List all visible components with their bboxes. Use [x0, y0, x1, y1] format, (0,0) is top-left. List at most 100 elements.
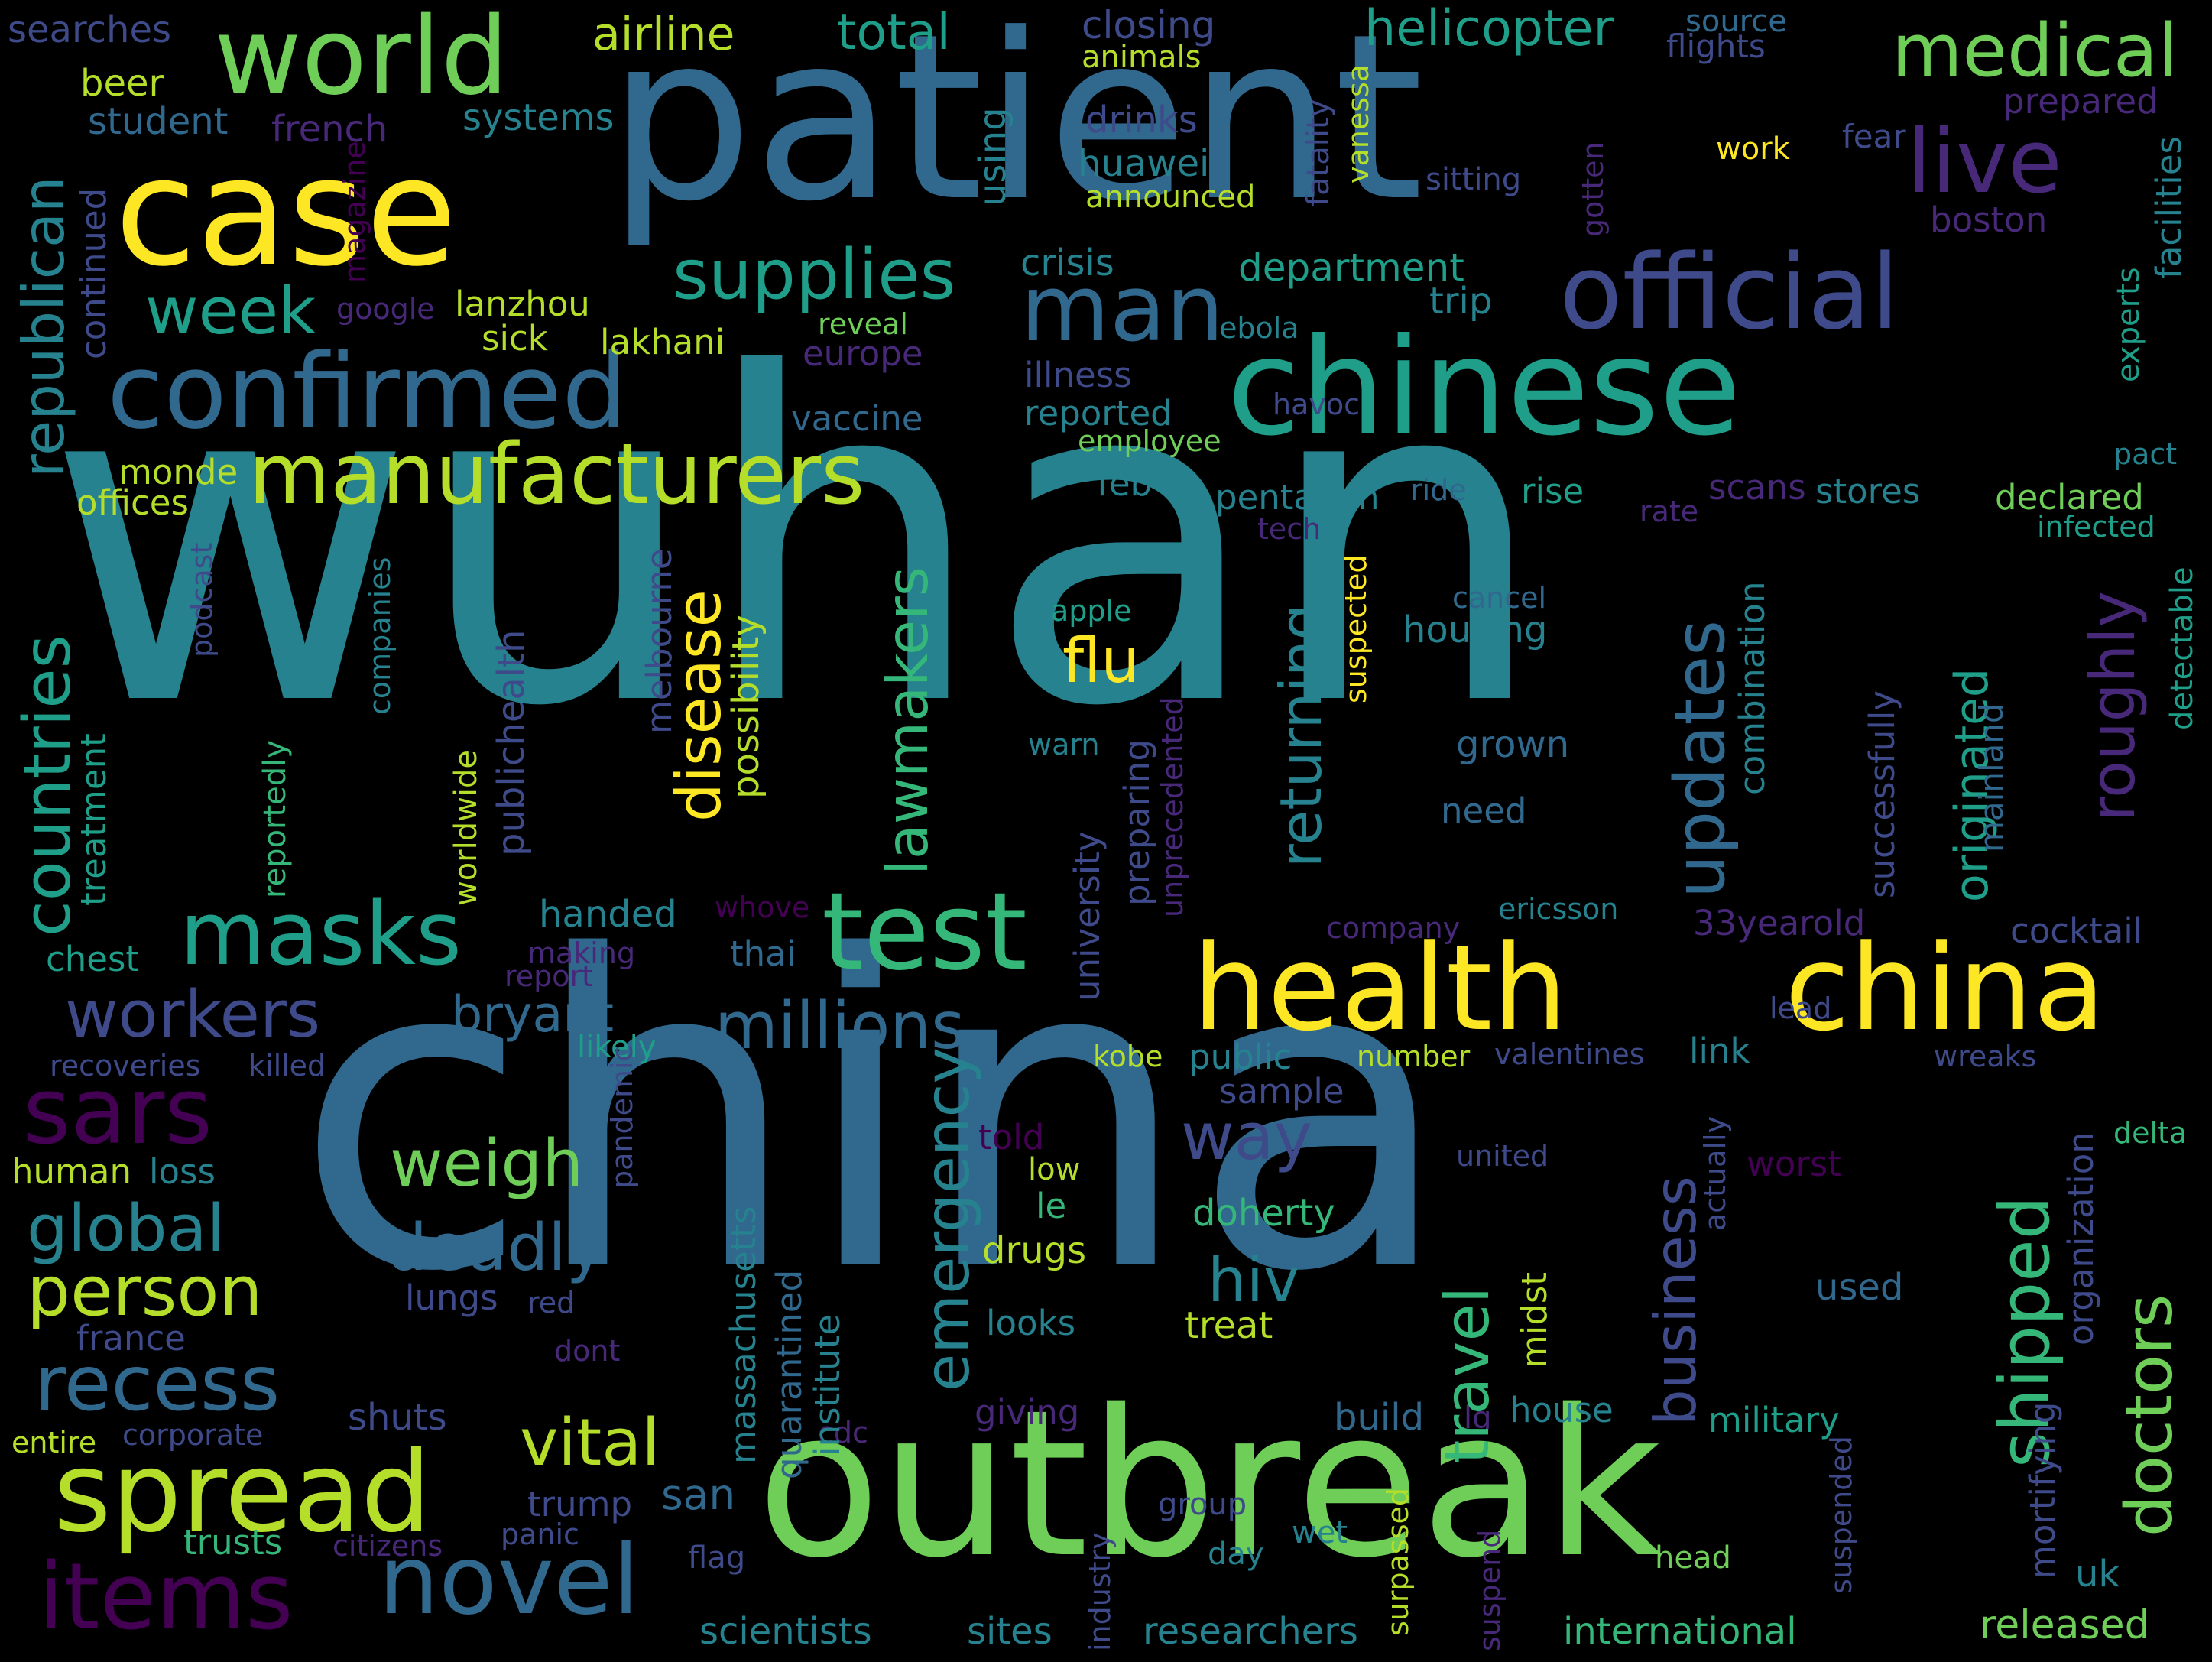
word-searches: searches: [8, 8, 171, 51]
word-announced: announced: [1085, 180, 1256, 215]
word-employee: employee: [1078, 424, 1221, 458]
word-build: build: [1334, 1396, 1425, 1439]
word-recess: recess: [34, 1339, 281, 1428]
word-thai: thai: [730, 933, 796, 974]
word-test: test: [822, 870, 1027, 995]
word-supplies: supplies: [673, 235, 956, 315]
word-delta: delta: [2113, 1116, 2188, 1150]
word-scientists: scientists: [699, 1610, 872, 1653]
word-cdc: cdc: [818, 1416, 868, 1449]
word-vaccine: vaccine: [791, 398, 923, 439]
word-ericsson: ericsson: [1498, 892, 1619, 926]
word-chest: chest: [46, 939, 140, 979]
word-fear: fear: [1842, 118, 1906, 155]
word-public: public: [1189, 1037, 1292, 1077]
word-lakhani: lakhani: [600, 322, 725, 362]
word-way: way: [1181, 1099, 1312, 1175]
word-entire: entire: [11, 1426, 97, 1459]
word-roughly: roughly: [2077, 591, 2149, 822]
word-millions: millions: [715, 988, 965, 1064]
word-continued: continued: [73, 187, 114, 359]
word-mortifying: mortifying: [2022, 1401, 2063, 1579]
word-stores: stores: [1815, 471, 1921, 511]
word-making: making: [527, 936, 636, 970]
word-prepared: prepared: [2003, 81, 2158, 122]
word-work: work: [1716, 131, 1790, 167]
word-workers: workers: [65, 977, 321, 1053]
word-huawei: huawei: [1078, 142, 1210, 185]
word-grown: grown: [1456, 723, 1570, 766]
word-whove: whove: [715, 891, 810, 924]
word-systems: systems: [462, 96, 615, 139]
word-worst: worst: [1747, 1144, 1841, 1184]
word-actually: actually: [1698, 1115, 1732, 1231]
word-killed: killed: [248, 1049, 326, 1083]
word-mainland: mainland: [1973, 703, 2010, 852]
word-spread: spread: [54, 1428, 432, 1557]
word-closing: closing: [1082, 3, 1216, 47]
word-told: told: [978, 1117, 1045, 1157]
word-global: global: [27, 1191, 225, 1267]
word-trusts: trusts: [183, 1522, 283, 1563]
word-valentines: valentines: [1494, 1037, 1645, 1071]
word-items: items: [38, 1544, 294, 1651]
word-patient: patient: [608, 0, 1424, 252]
word-shuts: shuts: [348, 1396, 447, 1439]
word-apple: apple: [1051, 594, 1132, 628]
word-sites: sites: [967, 1610, 1052, 1653]
word-case: case: [115, 125, 458, 299]
word-international: international: [1563, 1610, 1797, 1653]
word-week: week: [145, 274, 316, 349]
word-reported: reported: [1024, 393, 1172, 433]
word-pentagon: pentagon: [1215, 477, 1380, 518]
word-looks: looks: [986, 1303, 1076, 1343]
word-house: house: [1510, 1390, 1614, 1430]
word-chinese: chinese: [1227, 310, 1742, 466]
word-housing: housing: [1403, 609, 1548, 651]
word-midst: midst: [1514, 1272, 1555, 1368]
word-san: san: [661, 1470, 736, 1519]
word-using: using: [971, 107, 1014, 206]
word-medical: medical: [1892, 9, 2178, 93]
word-lanzhou: lanzhou: [455, 284, 590, 324]
word-treat: treat: [1185, 1304, 1273, 1347]
word-kobe: kobe: [1093, 1040, 1163, 1073]
word-treatment: treatment: [73, 733, 114, 906]
word-surpassed: surpassed: [1381, 1487, 1415, 1636]
word-beer: beer: [80, 62, 164, 105]
word-google: google: [336, 292, 435, 326]
word-monde: monde: [118, 452, 238, 492]
word-head: head: [1655, 1540, 1731, 1576]
word-lg: lg: [1464, 1401, 1492, 1436]
word-china: china: [294, 867, 1454, 1365]
word-experts: experts: [2111, 267, 2146, 382]
word-travel: travel: [1432, 1286, 1503, 1464]
word-institute: institute: [807, 1313, 848, 1456]
word-masks: masks: [180, 883, 462, 985]
word-preparing: preparing: [1117, 739, 1157, 906]
word-airline: airline: [592, 8, 735, 61]
word-flights: flights: [1666, 28, 1766, 65]
word-massachusetts: massachusetts: [723, 1206, 764, 1464]
word-likely: likely: [577, 1030, 657, 1065]
word-pandemic: pandemic: [605, 1045, 639, 1189]
word-ebola: ebola: [1219, 311, 1299, 345]
word-illness: illness: [1024, 355, 1132, 395]
word-company: company: [1326, 911, 1461, 945]
word-day: day: [1208, 1537, 1264, 1572]
word-united: united: [1456, 1139, 1549, 1173]
word-companies: companies: [363, 557, 397, 715]
word-loss: loss: [149, 1151, 216, 1192]
word-disease: disease: [663, 589, 735, 822]
word-tech: tech: [1257, 512, 1322, 546]
word-boston: boston: [1930, 200, 2048, 240]
word-33yearold: 33yearold: [1693, 903, 1866, 943]
word-republican: republican: [10, 176, 77, 478]
word-group: group: [1158, 1487, 1247, 1522]
word-suspended: suspended: [1824, 1436, 1858, 1594]
word-world: world: [214, 0, 509, 119]
word-report: report: [504, 959, 594, 993]
word-facilities: facilities: [2149, 136, 2189, 279]
word-vital: vital: [520, 1405, 660, 1481]
word-france: france: [76, 1318, 186, 1358]
